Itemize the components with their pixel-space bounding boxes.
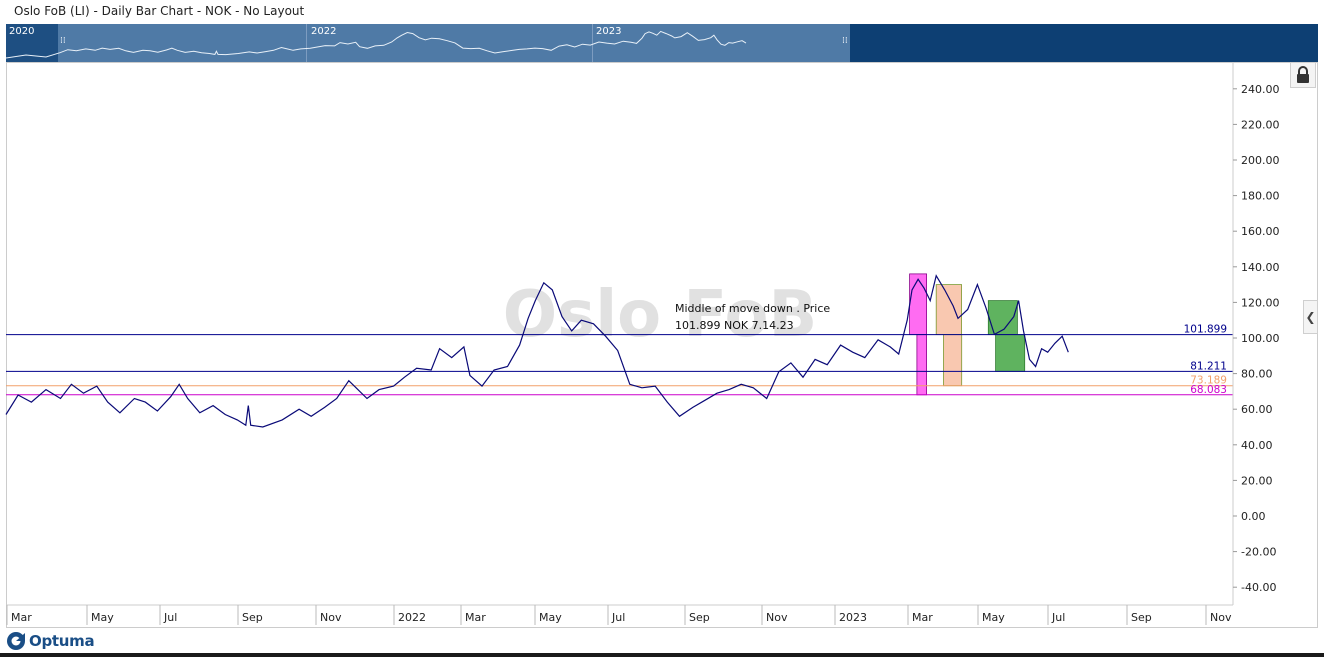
x-tick-label: 2023: [839, 611, 867, 624]
x-tick-label: Mar: [465, 611, 486, 624]
y-tick-label: 140.00: [1241, 261, 1280, 274]
x-tick-label: Jul: [611, 611, 625, 624]
y-tick-label: 40.00: [1241, 439, 1273, 452]
price-series-line: [5, 274, 1069, 428]
y-tick-label: 20.00: [1241, 474, 1273, 487]
annotation-line-2: 101.899 NOK 7.14.23: [675, 319, 794, 332]
navigator-year-label: 2023: [596, 26, 622, 37]
annotation-line-1: Middle of move down . Price: [675, 302, 830, 315]
x-tick-label: Jul: [1051, 611, 1065, 624]
x-tick-label: Sep: [242, 611, 263, 624]
navigator-bar[interactable]: ⁞⁞ ⁞⁞ 2020 2022 2023: [6, 24, 1318, 62]
level-label-2: 73.189: [1190, 375, 1227, 387]
chart-annotation: Middle of move down . Price 101.899 NOK …: [675, 302, 830, 332]
x-tick-label: May: [539, 611, 562, 624]
chart-panel[interactable]: [6, 62, 1318, 628]
navigator-year-label: 2022: [311, 26, 337, 37]
y-tick-label: 0.00: [1241, 510, 1266, 523]
x-tick-label: Nov: [766, 611, 788, 624]
zone-box-0: [909, 273, 927, 335]
window-bottom-edge: [0, 653, 1324, 657]
y-tick-label: 160.00: [1241, 225, 1280, 238]
x-tick-label: May: [91, 611, 114, 624]
optuma-logo: Optuma: [6, 630, 95, 652]
navigator-year-separator: [592, 24, 593, 62]
x-tick-label: Jul: [163, 611, 177, 624]
level-label-3: 68.083: [1190, 384, 1227, 396]
optuma-logo-icon: [7, 632, 25, 650]
navigator-minichart: [6, 30, 747, 59]
logo-text: Optuma: [29, 632, 95, 650]
chart-watermark: Oslo FoB: [503, 278, 818, 352]
y-tick-label: -20.00: [1241, 546, 1276, 559]
level-label-1: 81.211: [1190, 360, 1227, 372]
navigator-year-separator: [306, 24, 307, 62]
y-tick-label: 180.00: [1241, 190, 1280, 203]
window-title: Oslo FoB (LI) - Daily Bar Chart - NOK - …: [14, 4, 305, 18]
zone-box-2: [935, 284, 963, 336]
x-tick-label: Mar: [912, 611, 933, 624]
navigator-right-handle-icon[interactable]: ⁞⁞: [842, 36, 848, 46]
x-tick-label: Sep: [689, 611, 710, 624]
y-tick-label: 240.00: [1241, 83, 1280, 96]
y-tick-label: 200.00: [1241, 154, 1280, 167]
level-label-0: 101.899: [1184, 324, 1227, 336]
y-tick-label: 220.00: [1241, 118, 1280, 131]
y-tick-label: 100.00: [1241, 332, 1280, 345]
y-tick-label: 80.00: [1241, 368, 1273, 381]
x-tick-label: 2022: [398, 611, 426, 624]
y-axis: 240.00 220.00 200.00 180.00 160.00 140.00 120.…: [1233, 83, 1280, 594]
x-tick-label: Nov: [320, 611, 342, 624]
navigator-left-handle-icon[interactable]: ⁞⁞: [60, 36, 66, 46]
y-tick-label: -40.00: [1241, 581, 1276, 594]
zone-box-3: [943, 334, 963, 387]
x-tick-label: Sep: [1131, 611, 1152, 624]
x-tick-label: May: [982, 611, 1005, 624]
y-tick-label: 60.00: [1241, 403, 1273, 416]
zone-box-5: [995, 334, 1026, 372]
x-tick-label: Nov: [1210, 611, 1232, 624]
y-tick-label: 120.00: [1241, 296, 1280, 309]
chevron-left-icon[interactable]: ❮: [1303, 300, 1318, 334]
navigator-year-label: 2020: [9, 26, 35, 37]
lock-icon[interactable]: [1290, 62, 1316, 88]
x-tick-label: Mar: [11, 611, 32, 624]
x-axis: Mar May Jul Sep Nov 2022 Mar May Jul Sep Nov 2023 Ma…: [6, 605, 1232, 625]
